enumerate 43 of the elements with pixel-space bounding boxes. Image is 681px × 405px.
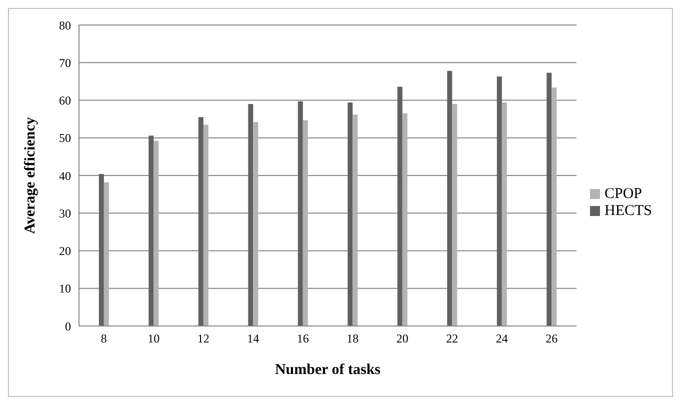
y-tick-label: 50 <box>59 131 71 146</box>
x-tick-label: 22 <box>446 332 458 346</box>
x-tick-label: 8 <box>100 332 107 346</box>
bar <box>148 136 154 326</box>
x-tick-label: 16 <box>296 332 309 346</box>
bar <box>447 70 452 326</box>
bar <box>502 102 507 326</box>
bar <box>154 140 159 326</box>
x-tick-label: 18 <box>346 332 359 346</box>
bar <box>397 86 402 326</box>
bar <box>546 72 552 326</box>
x-tick-label: 26 <box>546 332 558 346</box>
legend-label: CPOP <box>604 186 642 202</box>
x-tick-label: 20 <box>396 332 408 346</box>
bar <box>352 114 358 326</box>
bar <box>203 124 208 326</box>
y-tick-label: 60 <box>59 94 71 108</box>
bar <box>302 120 308 326</box>
bar <box>248 104 254 326</box>
bar <box>104 182 109 326</box>
y-tick-label: 20 <box>59 244 71 258</box>
y-tick-label: 0 <box>65 319 71 334</box>
x-tick-label: 10 <box>148 332 160 346</box>
x-tick-label: 14 <box>247 332 260 346</box>
y-tick-label: 30 <box>59 206 71 220</box>
bar <box>496 76 502 326</box>
bar <box>98 174 104 326</box>
y-tick-label: 40 <box>59 168 71 183</box>
bar <box>402 113 408 326</box>
y-tick-label: 10 <box>59 282 71 296</box>
y-axis-title: Average efficiency <box>22 116 38 234</box>
bar <box>552 87 557 326</box>
y-tick-label: 70 <box>59 56 71 70</box>
bar <box>198 117 204 326</box>
bar <box>298 101 303 326</box>
x-axis-title: Number of tasks <box>274 362 381 378</box>
bar <box>348 102 353 326</box>
x-tick-label: 12 <box>197 332 210 346</box>
legend-label: HECTS <box>604 202 652 218</box>
bar <box>452 104 458 326</box>
y-tick-label: 80 <box>59 18 71 32</box>
x-tick-label: 24 <box>496 332 508 346</box>
bar <box>253 122 258 326</box>
